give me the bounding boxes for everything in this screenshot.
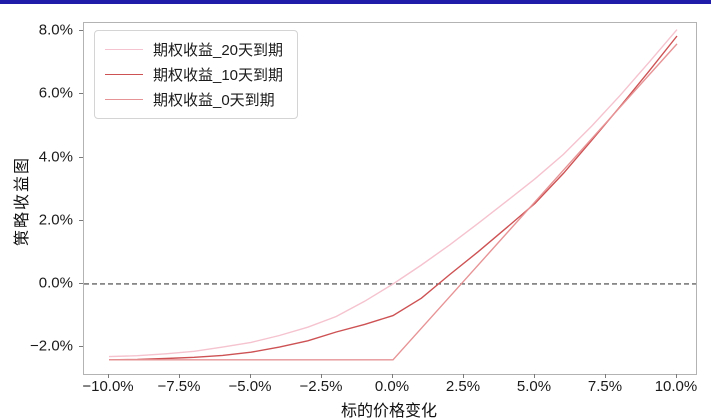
legend-entry-0: 期权收益_20天到期 <box>105 37 283 62</box>
legend-entry-2: 期权收益_0天到期 <box>105 87 283 112</box>
x-tick-mark <box>462 374 464 378</box>
y-tick-label: 0.0% <box>38 274 73 292</box>
legend-box: 期权收益_20天到期 期权收益_10天到期 期权收益_0天到期 <box>94 30 299 119</box>
x-tick-label: 7.5% <box>587 378 623 395</box>
y-tick-label: 4.0% <box>38 148 73 166</box>
x-tick-mark <box>604 374 606 378</box>
x-tick-mark <box>675 374 677 378</box>
window-top-accent-bar <box>0 0 711 4</box>
legend-label: 期权收益_20天到期 <box>153 42 284 59</box>
y-tick-label: 8.0% <box>38 21 73 39</box>
x-tick-mark <box>391 374 393 378</box>
y-tick-mark <box>79 93 83 95</box>
y-axis-title: 策略收益图 <box>14 156 31 247</box>
x-tick-label: 2.5% <box>445 378 481 395</box>
y-tick-mark <box>79 156 83 158</box>
series-line-2 <box>109 43 678 361</box>
y-tick-label: 6.0% <box>38 84 73 102</box>
x-tick-label: −10.0% <box>82 378 134 395</box>
y-tick-mark <box>79 219 83 221</box>
y-tick-mark <box>79 282 83 284</box>
series-line-1 <box>108 35 678 361</box>
legend-line-sample <box>105 74 143 75</box>
y-tick-label: 2.0% <box>38 211 73 229</box>
x-tick-label: −2.5% <box>299 378 343 395</box>
x-tick-mark <box>533 374 535 378</box>
plot-area: 期权收益_20天到期 期权收益_10天到期 期权收益_0天到期 <box>83 22 697 375</box>
x-tick-label: 0.0% <box>374 378 410 395</box>
x-tick-mark <box>249 374 251 378</box>
x-tick-mark <box>320 374 322 378</box>
series-line-0 <box>108 29 678 358</box>
x-tick-label: 10.0% <box>654 378 698 395</box>
legend-entry-1: 期权收益_10天到期 <box>105 62 283 87</box>
x-tick-label: −7.5% <box>157 378 201 395</box>
y-tick-mark <box>79 30 83 32</box>
y-tick-mark <box>79 346 83 348</box>
x-axis-title: 标的价格变化 <box>340 403 437 420</box>
y-tick-label: −2.0% <box>30 337 73 355</box>
x-tick-label: −5.0% <box>228 378 272 395</box>
legend-label: 期权收益_0天到期 <box>153 92 275 109</box>
payoff-curves-canvas <box>84 29 696 361</box>
legend-line-sample <box>105 49 143 50</box>
x-tick-mark <box>107 374 109 378</box>
x-tick-label: 5.0% <box>516 378 552 395</box>
x-tick-mark <box>178 374 180 378</box>
legend-label: 期权收益_10天到期 <box>153 67 284 84</box>
legend-line-sample <box>105 99 143 100</box>
